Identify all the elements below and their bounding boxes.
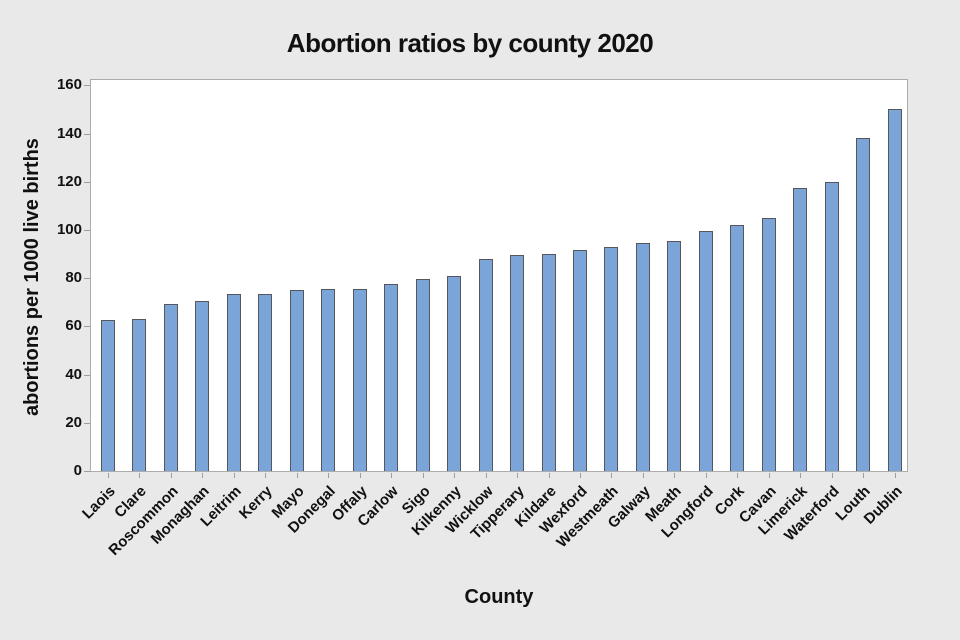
bar [824,182,839,471]
x-tick-mark [705,473,707,478]
y-tick-label: 160 [56,76,82,94]
bar [730,225,745,471]
bar [321,289,336,471]
x-tick-mark [642,473,644,478]
bar [761,218,776,471]
bar [541,254,556,471]
x-tick-mark [548,473,550,478]
y-tick-mark [84,181,90,183]
bar [698,231,713,471]
x-tick-mark [737,473,739,478]
bar [447,276,462,471]
y-tick-label: 0 [73,462,82,479]
x-tick-mark [579,473,581,478]
x-tick-mark [863,473,865,478]
y-tick-label: 140 [56,124,82,142]
bar [572,250,587,471]
bar [384,284,399,471]
bar [856,138,871,471]
x-tick-mark [265,473,267,478]
x-tick-mark [202,473,204,478]
bar [163,304,178,471]
x-tick-mark [611,473,613,478]
bar [887,109,902,471]
x-tick-mark [422,473,424,478]
y-tick-label: 120 [56,172,82,190]
y-tick-label: 100 [56,221,82,238]
x-tick-mark [328,473,330,478]
bar [289,290,304,471]
bar [604,247,619,471]
y-tick-mark [84,422,90,424]
x-tick-mark [800,473,802,478]
bar [226,294,241,471]
bar [415,279,430,471]
y-tick-mark [84,85,90,87]
y-tick-label: 80 [65,269,82,287]
x-tick-mark [454,473,456,478]
x-tick-mark [517,473,519,478]
bar [195,301,210,471]
bar [510,255,525,471]
x-tick-mark [894,473,896,478]
y-tick-mark [84,230,90,231]
chart-title: Abortion ratios by county 2020 [286,28,654,58]
x-axis-title: County [464,586,534,608]
x-tick-mark [108,473,109,478]
y-tick-mark [84,133,90,135]
x-tick-mark [768,473,770,478]
bar [667,241,682,471]
plot-area [90,79,908,472]
bar [132,319,147,471]
y-tick-label: 60 [65,317,82,335]
x-tick-mark [139,473,141,478]
x-tick-mark [391,473,393,478]
y-tick-mark [84,471,90,472]
bar [258,294,273,471]
bar [101,320,115,471]
x-tick-mark [296,473,298,478]
y-tick-label: 20 [65,413,82,431]
y-tick-mark [84,374,90,376]
y-tick-mark [84,278,90,280]
bar [352,289,367,471]
x-tick-mark [831,473,833,478]
x-tick-mark [674,473,676,478]
x-tick-mark [233,473,235,478]
y-tick-label: 40 [65,365,82,383]
x-tick-mark [170,473,172,478]
bar [478,259,493,471]
bar [793,188,808,471]
x-tick-mark [359,473,361,478]
bar [635,243,650,471]
y-tick-mark [84,326,90,328]
x-tick-mark [485,473,487,478]
